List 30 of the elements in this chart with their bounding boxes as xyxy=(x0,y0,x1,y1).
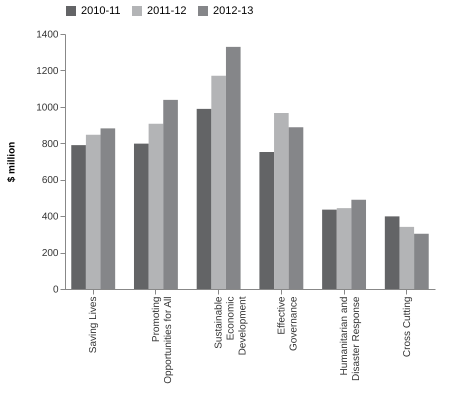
x-tick-label: Humanitarian and Disaster Response xyxy=(339,296,362,381)
bar xyxy=(336,208,352,289)
y-tick-label: 1400 xyxy=(36,30,59,40)
bar xyxy=(384,216,400,289)
y-tick-label: 800 xyxy=(42,138,59,150)
y-tick-label: 400 xyxy=(42,212,59,223)
bar xyxy=(134,144,149,289)
bar xyxy=(86,134,101,289)
bar xyxy=(71,145,86,289)
x-tick-label: Saving Lives xyxy=(88,296,100,354)
y-tick-label: 1200 xyxy=(36,66,59,77)
x-tick-label: Promoting Opportunities for All xyxy=(150,296,174,384)
bar xyxy=(196,108,212,289)
bar xyxy=(148,124,164,289)
bar xyxy=(259,152,274,289)
x-tick-label: Sustainable Economic Development xyxy=(214,296,249,356)
x-tick-label: Effective Governance xyxy=(276,296,300,351)
y-tick-label: 1000 xyxy=(36,102,59,114)
y-tick-label: 600 xyxy=(42,175,59,186)
x-tick-label: Cross Cutting xyxy=(402,296,413,358)
legend-label: 2012-13 xyxy=(213,5,254,17)
y-tick-label: 0 xyxy=(52,284,59,296)
bar xyxy=(274,113,289,289)
y-tick-label: 200 xyxy=(42,248,59,260)
legend-label: 2010-11 xyxy=(81,5,121,17)
bar xyxy=(211,76,226,289)
bar xyxy=(322,210,337,289)
bar xyxy=(399,226,414,289)
y-axis-title: $ million xyxy=(6,142,18,182)
legend-label: 2011-12 xyxy=(147,5,187,17)
